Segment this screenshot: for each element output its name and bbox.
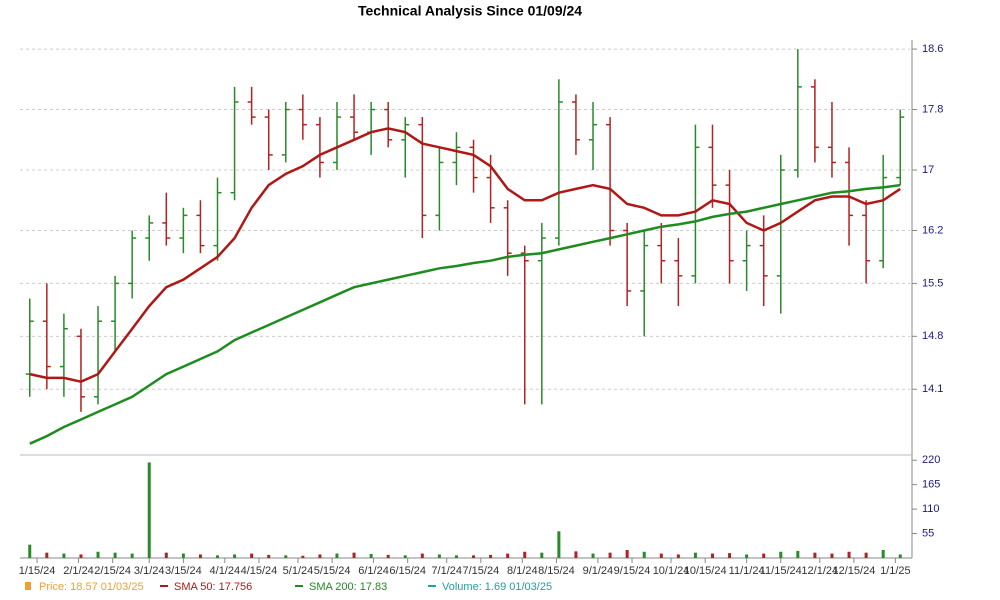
volume-bar bbox=[574, 551, 578, 558]
x-tick-label: 9/1/24 bbox=[583, 565, 614, 577]
x-tick-label: 11/1/24 bbox=[729, 565, 765, 577]
volume-bar bbox=[693, 552, 697, 558]
x-tick-label: 5/15/24 bbox=[314, 565, 351, 577]
volume-bar bbox=[233, 554, 237, 558]
volume-bar bbox=[540, 552, 544, 558]
volume-bar bbox=[523, 551, 527, 558]
volume-bar bbox=[352, 552, 356, 558]
volume-bar bbox=[284, 555, 288, 558]
volume-bar bbox=[79, 554, 83, 558]
y-tick-label: 17 bbox=[922, 164, 934, 176]
volume-bar bbox=[420, 553, 424, 558]
x-tick-label: 12/15/24 bbox=[833, 565, 876, 577]
x-tick-label: 2/15/24 bbox=[94, 565, 131, 577]
x-tick-label: 4/15/24 bbox=[241, 565, 278, 577]
sma-line bbox=[29, 183, 901, 445]
volume-bar bbox=[728, 553, 732, 558]
y-tick-label: 14.1 bbox=[922, 383, 943, 395]
x-tick-label: 2/1/24 bbox=[63, 565, 94, 577]
x-tick-label: 3/15/24 bbox=[165, 565, 202, 577]
sma-line bbox=[29, 127, 901, 384]
volume-bar bbox=[113, 552, 117, 558]
volume-bar bbox=[403, 555, 407, 558]
volume-bar bbox=[62, 553, 66, 558]
volume-bar bbox=[454, 555, 458, 558]
volume-bar bbox=[642, 551, 646, 558]
volume-bar bbox=[181, 553, 185, 558]
volume-bar bbox=[216, 555, 220, 558]
chart-title: Technical Analysis Since 01/09/24 bbox=[358, 3, 582, 19]
volume-bar bbox=[796, 550, 800, 558]
volume-bar bbox=[898, 554, 902, 558]
volume-bar bbox=[659, 553, 663, 558]
volume-tick-label: 220 bbox=[922, 454, 940, 466]
volume-bar bbox=[745, 554, 749, 558]
volume-bar bbox=[762, 553, 766, 558]
x-tick-label: 7/1/24 bbox=[431, 565, 462, 577]
volume-bar bbox=[625, 550, 629, 558]
x-tick-label: 10/15/24 bbox=[684, 565, 727, 577]
y-tick-label: 14.8 bbox=[922, 330, 943, 342]
volume-bar bbox=[830, 553, 834, 558]
x-tick-label: 8/1/24 bbox=[507, 565, 538, 577]
volume-bar bbox=[847, 551, 851, 558]
volume-bar bbox=[250, 553, 254, 558]
y-tick-label: 15.5 bbox=[922, 277, 943, 289]
volume-bar bbox=[147, 462, 151, 558]
volume-bar bbox=[130, 553, 134, 558]
x-tick-label: 12/1/24 bbox=[801, 565, 838, 577]
volume-bar bbox=[28, 544, 32, 558]
y-tick-label: 18.6 bbox=[922, 43, 943, 55]
volume-tick-label: 110 bbox=[922, 503, 940, 515]
legend-label: SMA 200: 17.83 bbox=[309, 581, 387, 593]
volume-bar bbox=[318, 554, 322, 558]
volume-bar bbox=[437, 554, 441, 558]
legend-swatch bbox=[25, 582, 31, 590]
x-tick-label: 3/1/24 bbox=[134, 565, 165, 577]
volume-bar bbox=[96, 551, 100, 558]
legend-label: SMA 50: 17.756 bbox=[174, 581, 252, 593]
x-tick-label: 10/1/24 bbox=[653, 565, 690, 577]
y-tick-label: 16.2 bbox=[922, 224, 943, 236]
legend-label: Price: 18.57 01/03/25 bbox=[39, 581, 144, 593]
x-tick-label: 6/1/24 bbox=[358, 565, 389, 577]
volume-bar bbox=[710, 553, 714, 558]
legend-label: Volume: 1.69 01/03/25 bbox=[442, 581, 552, 593]
x-tick-label: 1/1/25 bbox=[880, 565, 911, 577]
volume-bar bbox=[881, 550, 885, 558]
volume-bar bbox=[369, 554, 373, 558]
x-tick-label: 7/15/24 bbox=[462, 565, 499, 577]
volume-bar bbox=[506, 553, 510, 558]
volume-bar bbox=[864, 552, 868, 558]
x-tick-label: 5/1/24 bbox=[283, 565, 314, 577]
x-tick-label: 11/15/24 bbox=[760, 565, 802, 577]
volume-bar bbox=[301, 555, 305, 558]
volume-tick-label: 165 bbox=[922, 479, 940, 491]
x-tick-label: 4/1/24 bbox=[210, 565, 241, 577]
volume-bar bbox=[608, 552, 612, 558]
volume-bar bbox=[267, 554, 271, 558]
y-tick-label: 17.8 bbox=[922, 103, 943, 115]
volume-bar bbox=[472, 555, 476, 558]
volume-bar bbox=[813, 552, 817, 558]
volume-bar bbox=[489, 554, 493, 558]
volume-bar bbox=[335, 553, 339, 558]
x-tick-label: 8/15/24 bbox=[538, 565, 575, 577]
volume-bar bbox=[45, 552, 49, 558]
x-tick-label: 6/15/24 bbox=[389, 565, 426, 577]
volume-bar bbox=[386, 554, 390, 558]
volume-bar bbox=[779, 551, 783, 558]
x-tick-label: 9/15/24 bbox=[614, 565, 651, 577]
volume-bar bbox=[591, 553, 595, 558]
volume-bar bbox=[676, 554, 680, 558]
volume-bar bbox=[164, 552, 168, 558]
volume-tick-label: 55 bbox=[922, 527, 934, 539]
x-tick-label: 1/15/24 bbox=[19, 565, 56, 577]
volume-bar bbox=[198, 554, 202, 558]
volume-bar bbox=[557, 531, 561, 558]
